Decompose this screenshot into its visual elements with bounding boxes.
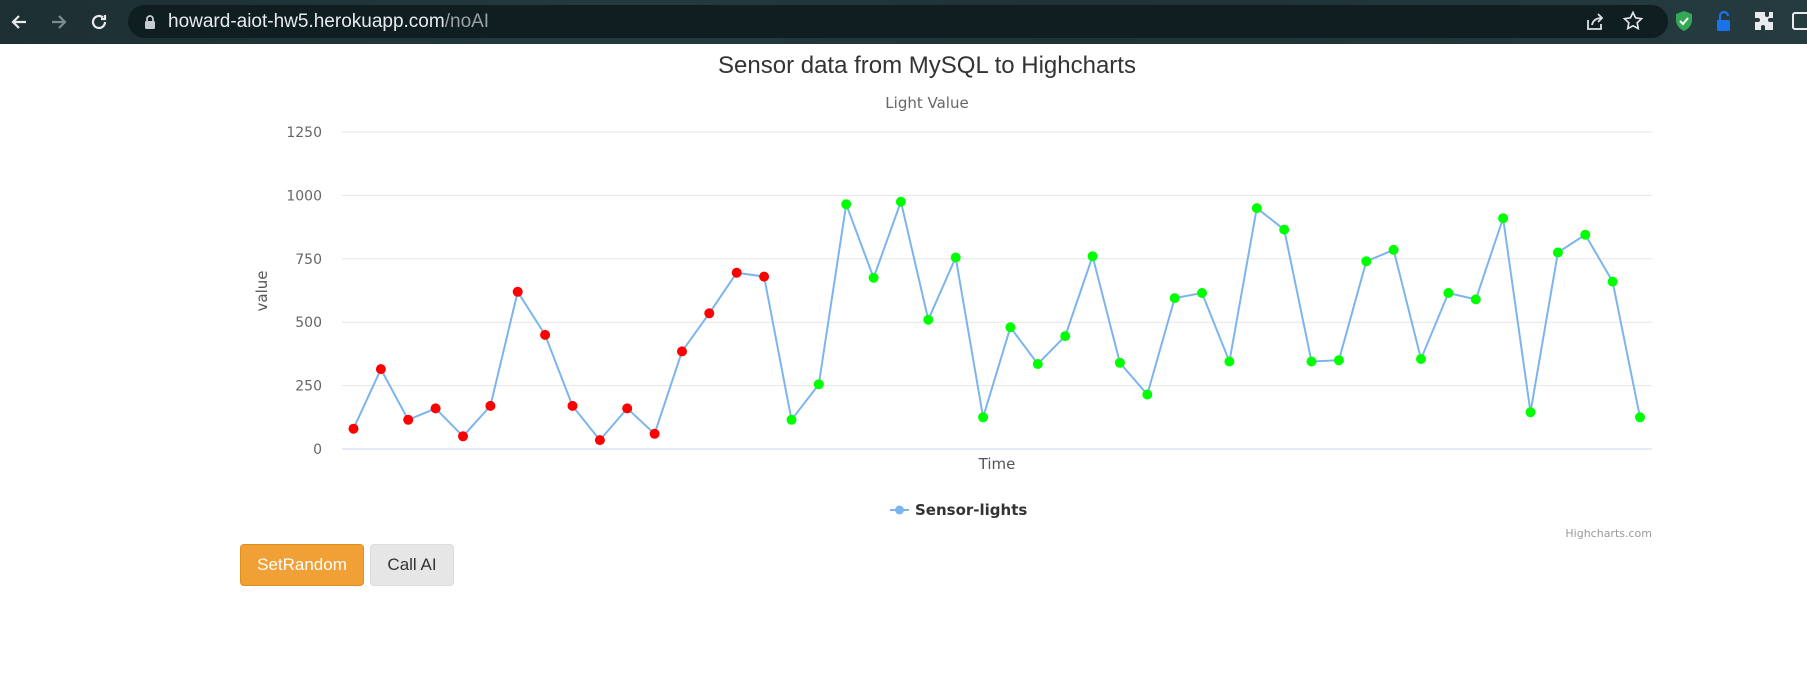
share-icon[interactable]: [1584, 11, 1606, 33]
address-bar[interactable]: howard-aiot-hw5.herokuapp.com/noAI: [128, 5, 1668, 38]
y-tick-label: 0: [313, 442, 322, 458]
data-point[interactable]: [485, 400, 496, 411]
highcharts-container: Sensor data from MySQL to Highcharts Lig…: [240, 44, 1660, 544]
data-point[interactable]: [403, 414, 414, 425]
url-text[interactable]: howard-aiot-hw5.herokuapp.com/noAI: [168, 11, 489, 33]
y-axis-ticks: 0 250 500 750 1000 1250: [286, 125, 322, 458]
data-point[interactable]: [1060, 331, 1071, 342]
data-point[interactable]: [1251, 203, 1262, 214]
lock-icon[interactable]: [142, 14, 158, 30]
legend-symbol-marker: [895, 505, 904, 515]
back-icon[interactable]: [2, 5, 36, 39]
reload-icon[interactable]: [82, 5, 116, 39]
data-point[interactable]: [567, 400, 578, 411]
data-point[interactable]: [923, 314, 934, 325]
data-point[interactable]: [759, 271, 770, 282]
data-point[interactable]: [1361, 256, 1372, 267]
chart-subtitle: Light Value: [885, 94, 968, 112]
y-tick-label: 1000: [286, 188, 322, 204]
data-point[interactable]: [1580, 229, 1591, 240]
data-point[interactable]: [430, 403, 441, 414]
url-host: howard-aiot-hw5.herokuapp.com: [168, 10, 445, 32]
url-path: /noAI: [444, 10, 490, 32]
line-chart: Sensor data from MySQL to Highcharts Lig…: [253, 52, 1652, 540]
credits-link[interactable]: Highcharts.com: [1565, 527, 1652, 540]
data-point[interactable]: [1388, 244, 1399, 255]
legend[interactable]: Sensor-lights: [890, 501, 1027, 519]
y-tick-label: 750: [295, 252, 322, 268]
data-point[interactable]: [1142, 389, 1153, 400]
data-point[interactable]: [1635, 412, 1645, 423]
data-point[interactable]: [868, 272, 879, 283]
data-point[interactable]: [677, 346, 687, 357]
data-point[interactable]: [813, 379, 824, 390]
grid-lines: [342, 131, 1652, 387]
data-point[interactable]: [1224, 356, 1235, 367]
button-row: SetRandom Call AI: [240, 544, 454, 586]
data-point[interactable]: [1197, 288, 1207, 298]
shield-extension-icon[interactable]: [1672, 9, 1696, 33]
forward-icon[interactable]: [42, 5, 76, 39]
data-point[interactable]: [895, 196, 906, 207]
data-point[interactable]: [731, 267, 742, 278]
side-panel-icon[interactable]: [1790, 9, 1807, 33]
data-point[interactable]: [786, 414, 797, 425]
data-point[interactable]: [1470, 294, 1481, 305]
data-point[interactable]: [1306, 356, 1317, 367]
y-axis-title: value: [253, 271, 271, 312]
data-point[interactable]: [1087, 251, 1098, 262]
data-point[interactable]: [950, 252, 961, 263]
series-points: [348, 196, 1645, 446]
data-point[interactable]: [1443, 288, 1454, 298]
y-tick-label: 500: [295, 315, 322, 331]
data-point[interactable]: [540, 329, 551, 340]
data-point[interactable]: [512, 286, 523, 297]
x-axis-title: Time: [978, 455, 1016, 473]
chart-title: Sensor data from MySQL to Highcharts: [718, 52, 1136, 79]
data-point[interactable]: [1416, 354, 1426, 364]
legend-label[interactable]: Sensor-lights: [915, 501, 1027, 519]
data-point[interactable]: [1552, 247, 1563, 258]
data-point[interactable]: [978, 412, 989, 423]
call-ai-button[interactable]: Call AI: [370, 544, 454, 586]
browser-toolbar: howard-aiot-hw5.herokuapp.com/noAI: [0, 0, 1807, 44]
data-point[interactable]: [1114, 357, 1125, 368]
data-point[interactable]: [1607, 276, 1618, 287]
data-point[interactable]: [1005, 322, 1016, 333]
data-point[interactable]: [594, 435, 605, 446]
data-point[interactable]: [348, 423, 359, 434]
bookmark-star-icon[interactable]: [1622, 10, 1644, 32]
data-point[interactable]: [1498, 213, 1509, 224]
data-point[interactable]: [1279, 224, 1290, 235]
data-point[interactable]: [841, 199, 852, 210]
data-point[interactable]: [622, 403, 633, 414]
y-tick-label: 250: [295, 379, 322, 395]
set-random-button[interactable]: SetRandom: [240, 544, 364, 586]
data-point[interactable]: [375, 364, 386, 375]
data-point[interactable]: [1169, 293, 1180, 304]
y-tick-label: 1250: [286, 125, 322, 141]
data-point[interactable]: [1525, 407, 1536, 418]
data-point[interactable]: [1333, 355, 1344, 366]
data-point[interactable]: [704, 308, 715, 319]
puzzle-extensions-icon[interactable]: [1752, 9, 1776, 33]
data-point[interactable]: [1032, 359, 1043, 369]
data-point[interactable]: [458, 431, 468, 442]
lock-extension-icon[interactable]: [1713, 9, 1737, 33]
data-point[interactable]: [649, 428, 660, 439]
series-line[interactable]: [352, 198, 1641, 442]
